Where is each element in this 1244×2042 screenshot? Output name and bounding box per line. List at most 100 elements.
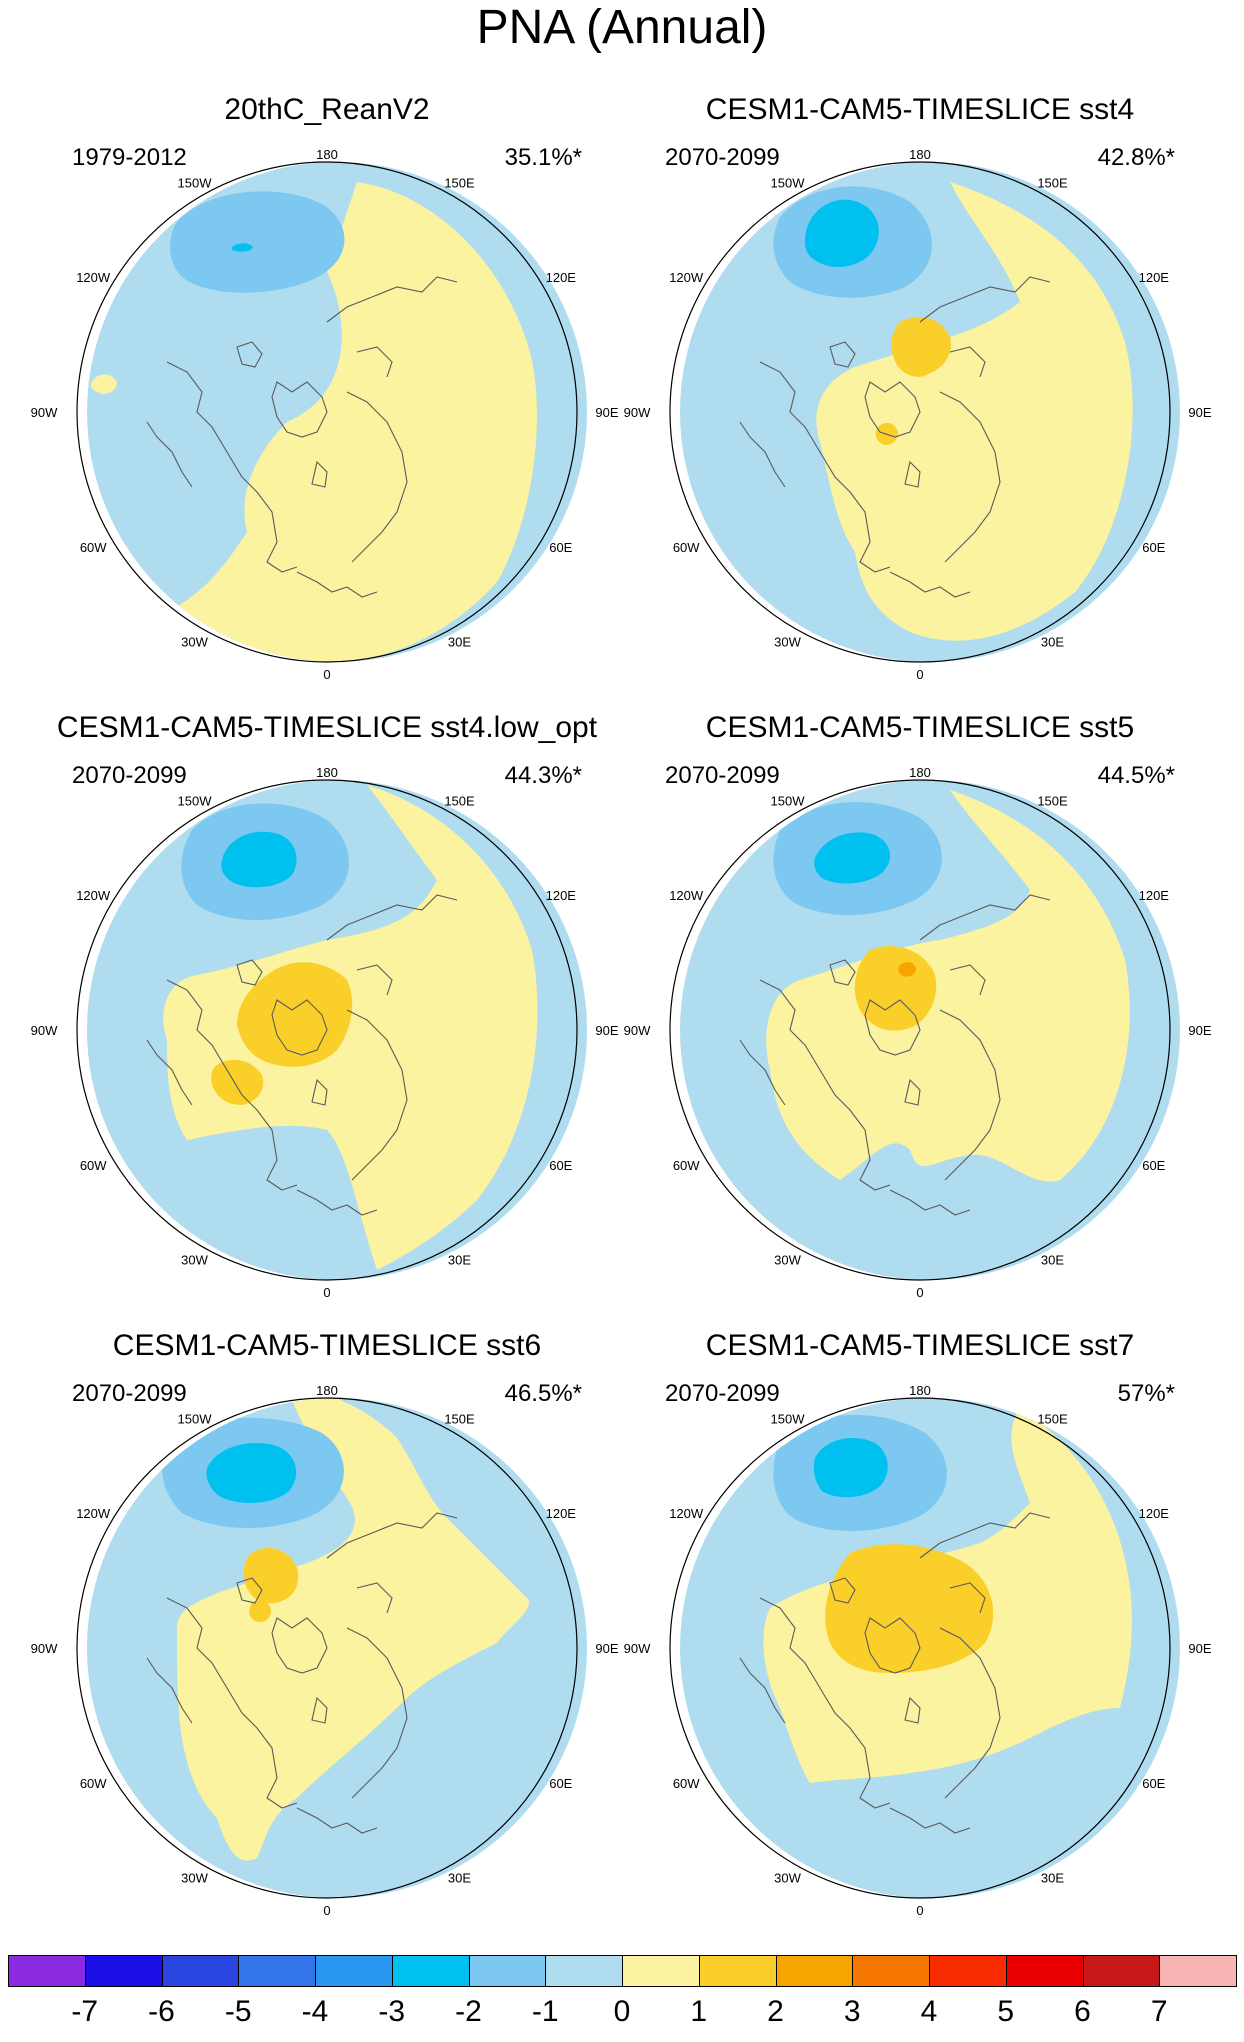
longitude-label: 180 xyxy=(316,147,338,162)
longitude-label: 150W xyxy=(771,176,806,191)
longitude-label: 30W xyxy=(774,1253,801,1268)
colorbar-swatch xyxy=(929,1955,1007,1987)
longitude-label: 150W xyxy=(178,1412,213,1427)
longitude-label: 60E xyxy=(1142,1158,1165,1173)
longitude-label: 60E xyxy=(549,540,572,555)
longitude-label: 90W xyxy=(31,405,58,420)
longitude-label: 120E xyxy=(1139,888,1170,903)
panel-percent: 42.8%* xyxy=(1097,144,1175,171)
panel-percent: 44.5%* xyxy=(1097,762,1175,789)
polar-map: 180 150E 120E 90E 60E 30E 0 30W 60W 90W 120W 150W xyxy=(624,147,1212,682)
coastlines xyxy=(146,276,458,598)
colorbar-tick-label: -2 xyxy=(455,1995,482,2028)
field-level-pos1 xyxy=(234,1826,262,1853)
longitude-label: 30W xyxy=(774,1871,801,1886)
field-level-pos2 xyxy=(249,1600,271,1622)
polar-map: 180 150E 120E 90E 60E 30E 0 30W 60W 90W 120W 150W xyxy=(624,765,1212,1300)
field-level-pos1 xyxy=(90,374,117,394)
panel-title: 20thC_ReanV2 xyxy=(224,93,430,126)
longitude-label: 150E xyxy=(444,794,475,809)
field-level-neg3 xyxy=(813,1438,888,1498)
field-level-neg3 xyxy=(805,199,879,267)
panel-title: CESM1-CAM5-TIMESLICE sst7 xyxy=(705,1329,1135,1362)
longitude-label: 0 xyxy=(323,1903,330,1918)
longitude-label: 150E xyxy=(1037,794,1068,809)
longitude-label: 0 xyxy=(916,1903,923,1918)
coastlines xyxy=(739,1512,1051,1834)
map-panel-sst4-low-opt: 180 150E 120E 90E 60E 30E 0 30W 60W 90W 120W 150W C… xyxy=(17,710,637,1330)
colorbar-swatch xyxy=(8,1955,86,1987)
panel-period: 2070-2099 xyxy=(665,1380,780,1407)
longitude-label: 30W xyxy=(774,635,801,650)
panel-period: 2070-2099 xyxy=(72,762,187,789)
map-border xyxy=(669,1397,1171,1899)
colorbar-tick-label: 6 xyxy=(1074,1995,1091,2028)
longitude-label: 60E xyxy=(1142,540,1165,555)
longitude-label: 0 xyxy=(916,667,923,682)
longitude-label: 60W xyxy=(673,1776,700,1791)
panel-period: 2070-2099 xyxy=(72,1380,187,1407)
polar-map: 180 150E 120E 90E 60E 30E 0 30W 60W 90W 120W 150W xyxy=(31,147,619,682)
colorbar-swatch xyxy=(1005,1955,1084,1987)
longitude-label: 60W xyxy=(80,1158,107,1173)
panel-period: 2070-2099 xyxy=(665,762,780,789)
colorbar-swatch xyxy=(1082,1955,1161,1987)
panel-title: CESM1-CAM5-TIMESLICE sst5 xyxy=(705,711,1135,744)
colorbar-swatch xyxy=(391,1955,470,1987)
colorbar-swatch xyxy=(238,1955,316,1987)
longitude-label: 120W xyxy=(76,888,111,903)
longitude-label: 180 xyxy=(316,1383,338,1398)
longitude-label: 60E xyxy=(549,1776,572,1791)
longitude-label: 30W xyxy=(181,1871,208,1886)
field-level-pos1 xyxy=(177,1398,529,1861)
longitude-label: 0 xyxy=(916,1285,923,1300)
longitude-label: 120E xyxy=(546,1506,577,1521)
longitude-label: 120W xyxy=(669,888,704,903)
longitude-label: 30W xyxy=(181,635,208,650)
colorbar-tick-label: 1 xyxy=(690,1995,708,2028)
panel-period: 2070-2099 xyxy=(665,144,780,171)
colorbar-swatch xyxy=(545,1955,623,1987)
longitude-label: 90W xyxy=(624,1023,651,1038)
panel-percent: 44.3%* xyxy=(504,762,582,789)
longitude-label: 150W xyxy=(178,176,213,191)
map-panel-sst5: 180 150E 120E 90E 60E 30E 0 30W 60W 90W 120W 150W C… xyxy=(610,710,1230,1330)
map-border xyxy=(76,779,578,1281)
longitude-label: 0 xyxy=(323,1285,330,1300)
map-panel-sst7: 180 150E 120E 90E 60E 30E 0 30W 60W 90W 120W 150W C… xyxy=(610,1328,1230,1948)
field-level-neg3 xyxy=(221,831,297,888)
panel-percent: 57%* xyxy=(1117,1380,1175,1407)
longitude-label: 60E xyxy=(549,1158,572,1173)
longitude-label: 60W xyxy=(673,540,700,555)
field-level-pos2 xyxy=(243,1548,299,1604)
longitude-label: 150E xyxy=(444,176,475,191)
longitude-label: 120W xyxy=(76,1506,111,1521)
longitude-label: 150W xyxy=(178,794,213,809)
field-level-pos1 xyxy=(167,182,537,662)
field-level-pos1 xyxy=(816,182,1133,641)
map-border xyxy=(76,1397,578,1899)
longitude-label: 180 xyxy=(909,765,931,780)
panel-percent: 35.1%* xyxy=(504,144,582,171)
longitude-label: 90W xyxy=(31,1641,58,1656)
polar-map: 180 150E 120E 90E 60E 30E 0 30W 60W 90W 120W 150W xyxy=(31,1383,619,1918)
field-level-pos2 xyxy=(854,946,937,1031)
coastlines xyxy=(739,894,1051,1216)
field-level-neg3 xyxy=(206,1442,297,1503)
map-border xyxy=(76,161,578,663)
colorbar-tick-label: -3 xyxy=(378,1995,406,2028)
longitude-label: 30E xyxy=(448,1871,471,1886)
longitude-label: 90W xyxy=(624,405,651,420)
longitude-label: 150E xyxy=(1037,176,1068,191)
longitude-label: 150E xyxy=(1037,1412,1068,1427)
longitude-label: 120W xyxy=(669,270,704,285)
longitude-label: 60W xyxy=(673,1158,700,1173)
longitude-label: 90W xyxy=(624,1641,651,1656)
polar-map: 180 150E 120E 90E 60E 30E 0 30W 60W 90W 120W 150W xyxy=(624,1383,1212,1918)
longitude-label: 30E xyxy=(448,635,471,650)
colorbar-tick-label: -4 xyxy=(301,1995,329,2028)
longitude-label: 90E xyxy=(1188,1641,1211,1656)
longitude-label: 30E xyxy=(1041,1871,1064,1886)
colorbar-tick-label: -1 xyxy=(531,1995,559,2028)
field-level-neg2 xyxy=(170,191,345,293)
